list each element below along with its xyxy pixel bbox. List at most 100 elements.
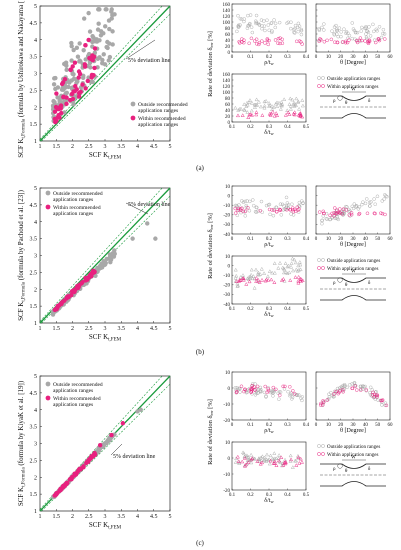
within-point [79,281,84,286]
outside-point [296,100,301,104]
outside-point [293,458,298,463]
x-tick-label: 0.1 [247,423,254,428]
subplot-x-label: θ [Degree] [340,242,366,248]
y-tick-label: 80 [225,97,231,102]
outside-point [249,267,254,272]
within-point [293,275,298,279]
outside-point [350,36,354,41]
subplot-rho: 0 0.1 0.2 0.3 0.4 -40 -30 -20 -10 0 10 ρ/tw [223,185,309,248]
subplot-x-label: θ [Degree] [340,428,366,434]
outside-point [290,397,294,401]
y-tick-label: 2.5 [30,88,38,94]
outside-point [249,272,254,277]
outside-point [271,389,275,394]
within-point [234,279,239,283]
outside-point [267,461,272,466]
outside-point [250,30,255,35]
outside-point [270,30,274,35]
y-tick-label: 10 [225,441,231,446]
within-point [383,212,387,217]
outside-point [327,395,332,399]
within-point [266,387,270,391]
rate-label-main: Rate of deviation δ [207,47,214,96]
within-point [321,403,325,407]
within-point [365,211,370,216]
within-point [384,403,389,408]
outside-point [377,25,382,29]
within-point [299,277,304,281]
within-point [349,211,354,215]
x-tick-label: 2 [71,514,74,520]
outside-point [370,388,374,392]
within-point [266,42,270,47]
outside-point [262,271,267,275]
outside-point [257,457,262,462]
outside-point [348,214,352,218]
within-point [329,37,334,42]
within-point [349,213,354,217]
panel-caption-b: (b) [196,348,205,356]
within-point [296,274,301,279]
outside-point [138,407,143,412]
within-point [260,460,264,465]
outside-point [273,25,277,30]
y-tick-label: -20 [223,214,230,219]
schematic-top-profile [320,463,386,469]
within-point [334,389,338,394]
outside-point [380,199,385,203]
schematic-theta-label: θ [345,469,348,474]
small-legend-outside-label: Outside application ranges [327,445,380,450]
within-point [55,106,60,111]
schematic-radius-circle [337,277,343,283]
outside-point [109,16,114,21]
outside-point [347,207,351,212]
subplot-x-label-sub: w [271,429,275,434]
y-tick-label: 3 [34,442,37,448]
outside-point [248,21,252,26]
legend-within-label: Within recommended application ranges [53,205,101,217]
within-point [75,285,81,291]
subplot-x-label-sub: w [271,61,275,66]
outside-point [243,214,248,218]
deviation-pointer [125,202,149,215]
within-point [288,208,292,212]
outside-point [289,26,293,31]
outside-point [233,275,238,280]
outside-point [250,382,255,386]
schematic-delta-label: δ [368,281,371,286]
within-point [373,211,377,216]
within-point [340,40,345,44]
y-tick-label: 4.5 [30,203,38,209]
main-scatter-plot: 1 1.5 2 2.5 3 3.5 4 4.5 5 1 1.5 2 2.5 3 3.5 4 4.5 5 5% dev… [17,186,172,343]
schematic-theta-label: θ [345,101,348,106]
outside-point [297,260,302,264]
outside-point [382,197,386,201]
within-point [63,482,69,487]
outside-point [339,34,343,39]
x-tick-label: 0.3 [266,125,273,130]
outside-point [375,29,379,33]
outside-point [333,216,338,221]
outside-point [244,203,248,208]
within-point [249,36,254,41]
x-tick-label: 3.5 [118,514,126,520]
x-tick-label: 10 [326,55,332,60]
within-point [62,76,68,82]
within-point [376,37,381,42]
y-axis-label-sub: t,Formula [22,467,27,487]
x-tick-label: 0.4 [303,237,310,242]
y-tick-label: -40 [223,303,230,308]
within-point [250,456,255,460]
subplot-x-label: θ [Degree] [340,60,366,66]
within-point [341,390,345,394]
outside-point [292,30,296,35]
within-point [281,384,285,389]
within-point [278,36,282,40]
outside-point [103,440,109,445]
outside-point [288,96,293,101]
outside-point [361,200,365,204]
outside-point [273,101,278,106]
outside-point [247,209,252,213]
legend-outside-label-line: Outside recommended [53,382,103,388]
subplot-theta: 0 10 20 30 40 50 60 θ [Degree] [315,3,393,66]
